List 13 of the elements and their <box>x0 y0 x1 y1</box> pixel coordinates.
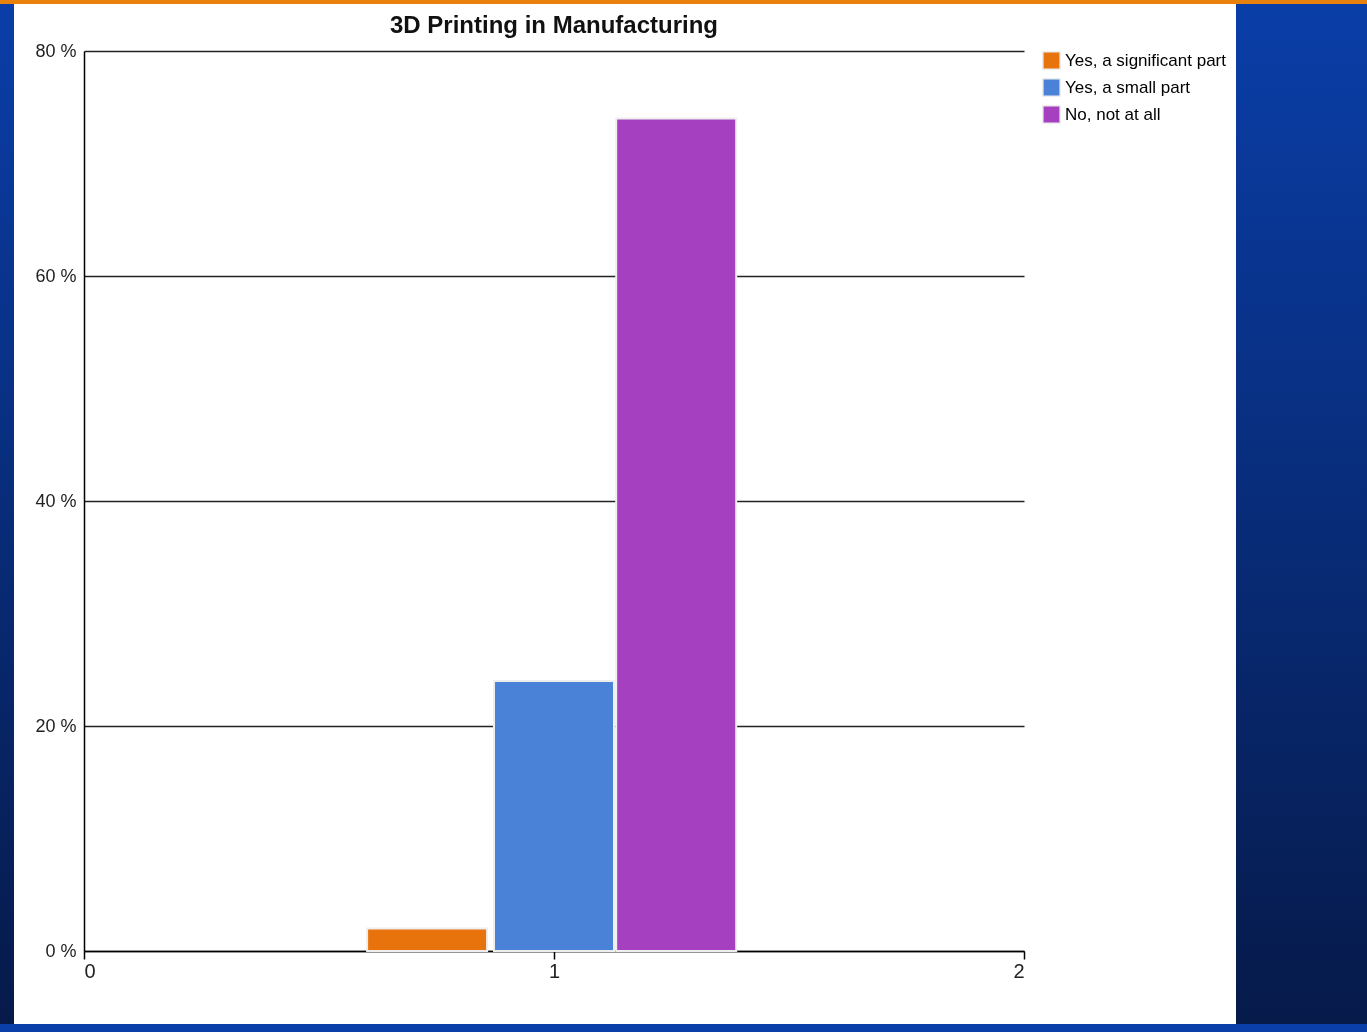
y-tick-label: 80 % <box>35 40 77 61</box>
legend-label: Yes, a significant part <box>1065 50 1227 70</box>
chart-title: 3D Printing in Manufacturing <box>390 11 718 38</box>
legend-label: No, not at all <box>1065 104 1161 124</box>
x-tick-label: 1 <box>548 959 561 982</box>
y-tick-label: 60 % <box>35 265 77 286</box>
y-tick-label: 40 % <box>35 490 77 511</box>
bar <box>366 927 489 952</box>
y-tick-label: 20 % <box>35 715 77 736</box>
legend-label: Yes, a small part <box>1065 77 1191 97</box>
x-tick-label: 0 <box>84 959 96 982</box>
x-tick-label: 2 <box>1013 959 1025 982</box>
y-tick-label: 0 % <box>45 940 77 961</box>
